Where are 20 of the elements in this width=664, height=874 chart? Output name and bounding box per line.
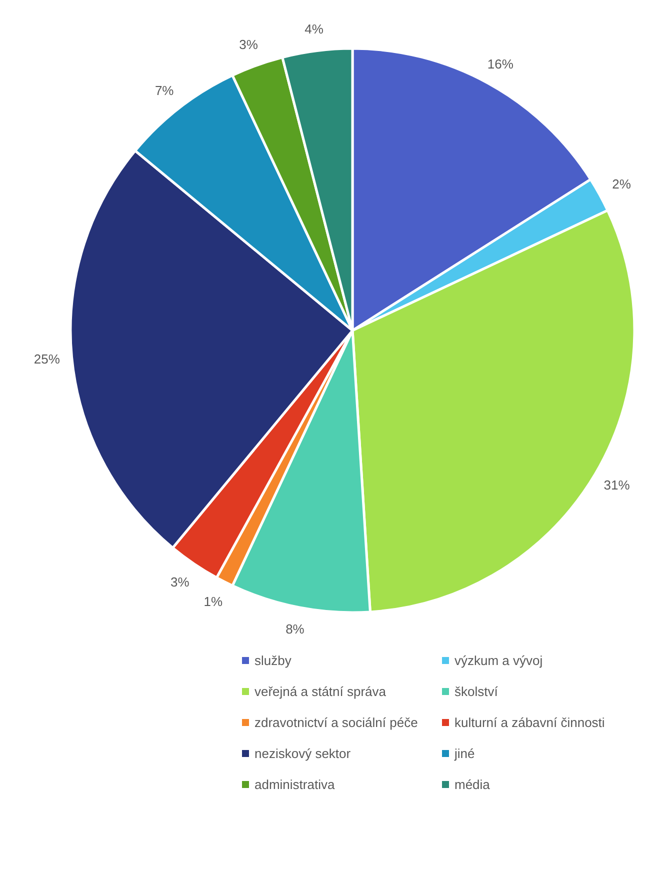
data-label: 25%	[34, 352, 60, 367]
legend-label: veřejná a státní správa	[254, 684, 387, 699]
data-label: 2%	[612, 176, 632, 192]
legend-label: jiné	[454, 746, 475, 761]
legend-label: média	[454, 777, 491, 792]
data-label: 3%	[239, 36, 258, 52]
data-label: 7%	[154, 82, 174, 98]
data-label: 16%	[487, 56, 514, 72]
legend-label: kulturní a zábavní činnosti	[454, 715, 605, 730]
data-label: 31%	[604, 478, 630, 493]
legend-label: neziskový sektor	[254, 746, 352, 761]
legend-label: školství	[454, 684, 498, 699]
legend-label: služby	[254, 653, 292, 668]
data-label: 8%	[286, 622, 305, 637]
data-label: 3%	[170, 574, 190, 590]
data-label: 1%	[204, 594, 223, 609]
data-label: 4%	[304, 21, 324, 36]
legend-label: výzkum a vývoj	[454, 653, 543, 668]
legend-label: administrativa	[254, 777, 336, 792]
legend-label: zdravotnictví a sociální péče	[254, 715, 418, 730]
